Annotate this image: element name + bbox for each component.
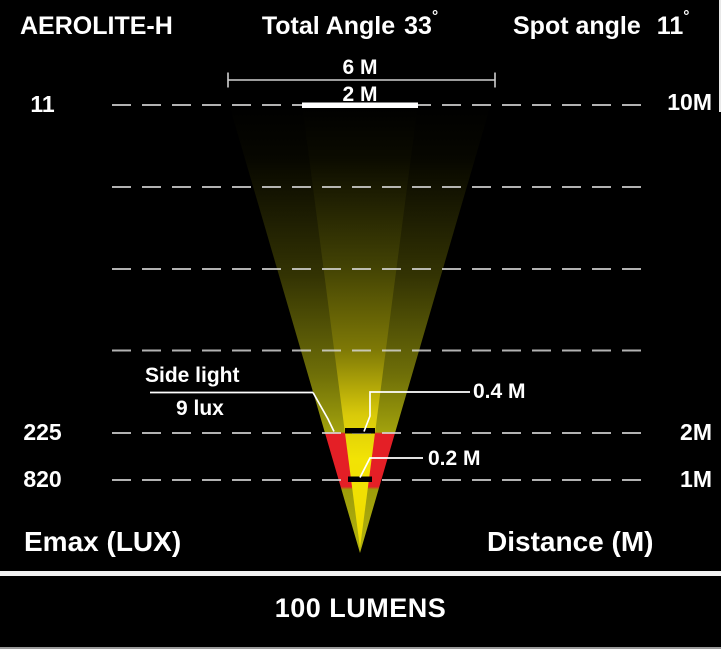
distance-value-1m: 1M <box>680 466 712 492</box>
spot-diameter-2m-label: 0.4 M <box>473 380 526 403</box>
bottom-edge-strip <box>0 647 721 649</box>
spot-02m-pointer <box>359 457 423 478</box>
total-width-label: 6 M <box>342 56 378 79</box>
side-light-value: 9 lux <box>176 397 224 420</box>
total-width-bracket <box>227 72 496 88</box>
right-axis-title: Distance (M) <box>487 526 654 557</box>
spot-width-label: 2 M <box>342 83 378 106</box>
spot-marker-1m <box>348 476 372 482</box>
spot-diameter-1m-label: 0.2 M <box>428 447 481 470</box>
left-axis-title: Emax (LUX) <box>24 526 182 557</box>
distance-value-10m: 10M <box>667 89 712 115</box>
spot-04m-pointer <box>363 391 470 432</box>
inner-beam-cone <box>302 105 418 548</box>
side-light-label: Side light <box>145 364 240 387</box>
side-light-pointer <box>312 392 335 432</box>
spot-width-bar-10m <box>302 102 418 108</box>
footer-divider <box>0 571 721 576</box>
distance-value-2m: 2M <box>680 419 712 445</box>
degree-symbol: ° <box>431 8 439 25</box>
callout-lines <box>150 391 470 478</box>
page-title: AEROLITE-H <box>20 12 173 41</box>
spot-angle-label: Spot angle 11° <box>513 8 690 40</box>
lux-value-2m: 225 <box>23 419 62 445</box>
lumens-label: 100 LUMENS <box>274 593 447 623</box>
right-edge-strip <box>719 0 721 112</box>
lux-value-10m: 11 <box>30 91 55 117</box>
product-name: AEROLITE-H <box>20 12 173 40</box>
spot-marker-2m <box>345 428 375 434</box>
lux-value-1m: 820 <box>23 466 62 492</box>
degree-symbol: ° <box>683 8 690 25</box>
total-angle-label: Total Angle 33° <box>261 8 439 40</box>
